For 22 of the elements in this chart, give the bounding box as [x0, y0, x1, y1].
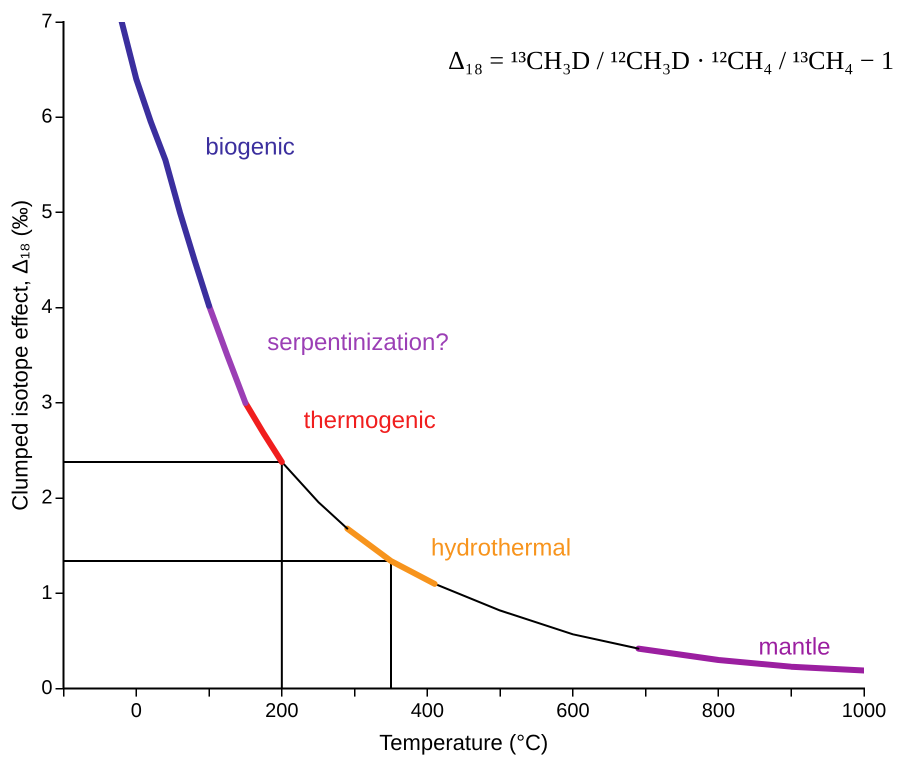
series-label: biogenic	[205, 134, 295, 161]
y-tick-label: 0	[41, 677, 53, 700]
x-tick-label: 600	[556, 700, 590, 722]
x-tick-label: 800	[702, 700, 736, 722]
series-label: hydrothermal	[430, 534, 572, 562]
series-label: mantle	[758, 634, 831, 661]
y-tick-label: 2	[41, 486, 53, 509]
x-tick-label: 0	[130, 700, 142, 722]
y-tick-label: 7	[41, 10, 53, 33]
y-axis-title: Clumped isotope effect, Δ₁₈ (‰)	[7, 200, 32, 511]
annotation: Δ₁₈ = ¹³CH₃D / ¹²CH₃D · ¹²CH₄ / ¹³CH₄ − 1	[448, 46, 894, 75]
y-tick-label: 3	[41, 391, 53, 414]
series-label: thermogenic	[304, 407, 436, 434]
x-axis-title: Temperature (°C)	[379, 730, 548, 755]
y-tick-label: 6	[41, 106, 53, 128]
y-tick-label: 1	[41, 582, 53, 604]
y-tick-label: 5	[41, 200, 53, 223]
y-tick-label: 4	[41, 296, 53, 318]
x-tick-label: 200	[265, 700, 299, 722]
series-label: serpentinization?	[267, 328, 449, 356]
x-tick-label: 1000	[842, 700, 886, 722]
x-tick-label: 400	[410, 700, 444, 722]
